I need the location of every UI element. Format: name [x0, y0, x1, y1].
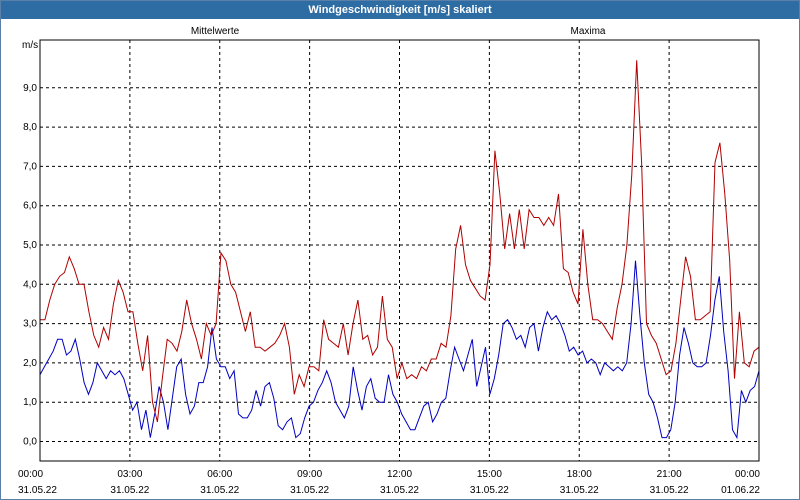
x-tick-date: 31.05.22	[470, 485, 509, 496]
series-line-mittelwerte	[39, 260, 760, 440]
y-tick-label: 6,0	[23, 201, 37, 212]
x-tick-time: 09:00	[297, 469, 322, 480]
window-title: Windgeschwindigkeit [m/s] skaliert	[1, 1, 799, 19]
x-tick-date: 31.05.22	[18, 485, 57, 496]
x-tick-date: 31.05.22	[380, 485, 419, 496]
series-line-maxima	[40, 60, 760, 423]
x-tick-time: 06:00	[207, 469, 232, 480]
y-tick-label: 8,0	[23, 122, 37, 133]
y-tick-label: 4,0	[23, 279, 37, 290]
x-tick-time: 00:00	[735, 469, 760, 480]
y-tick-label: 0,0	[23, 437, 37, 448]
y-axis-label: m/s	[22, 40, 38, 51]
x-tick-date: 31.05.22	[200, 485, 239, 496]
y-tick-label: 3,0	[23, 319, 37, 330]
x-tick-time: 21:00	[657, 469, 682, 480]
y-tick-label: 5,0	[23, 240, 37, 251]
legend-mittelwerte: Mittelwerte	[191, 26, 240, 37]
y-tick-label: 2,0	[23, 358, 37, 369]
x-tick-date: 31.05.22	[110, 485, 149, 496]
x-tick-date: 31.05.22	[560, 485, 599, 496]
plot-border	[39, 39, 760, 462]
legend-maxima: Maxima	[570, 26, 605, 37]
x-tick-time: 00:00	[18, 469, 43, 480]
series-layer	[39, 60, 760, 440]
x-tick-date: 31.05.22	[290, 485, 329, 496]
y-tick-label: 1,0	[23, 397, 37, 408]
x-tick-time: 12:00	[387, 469, 412, 480]
x-tick-date: 01.06.22	[721, 485, 760, 496]
y-tick-label: 9,0	[23, 83, 37, 94]
x-tick-time: 15:00	[477, 469, 502, 480]
x-tick-time: 18:00	[567, 469, 592, 480]
x-tick-date: 31.05.22	[650, 485, 689, 496]
axis-ticks: 0,0 1,0 2,0 3,0 4,0 5,0 6,0 7,0 8,0 9,0 00:00 31.05…	[18, 83, 760, 496]
y-tick-label: 7,0	[23, 161, 37, 172]
chart-grid	[40, 40, 759, 461]
x-tick-time: 03:00	[117, 469, 142, 480]
